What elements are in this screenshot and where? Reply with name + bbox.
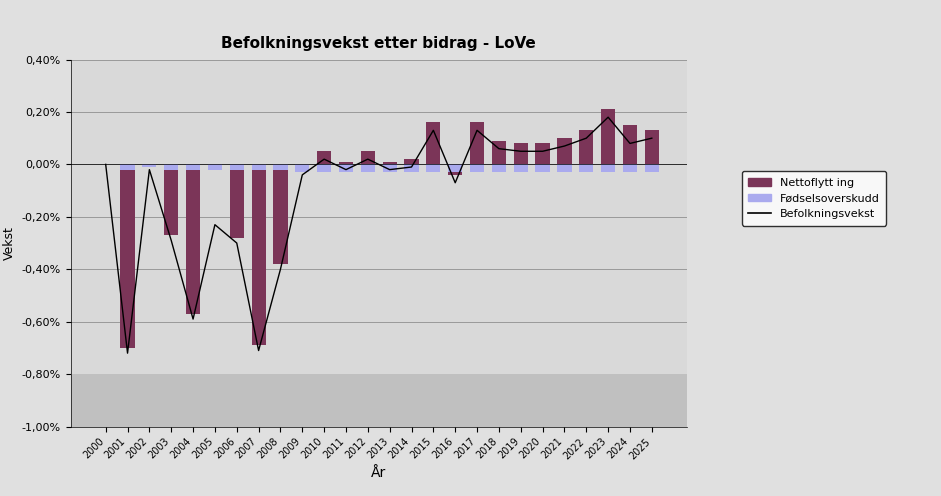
Legend: Nettoflytt ing, Fødselsoverskudd, Befolkningsvekst: Nettoflytt ing, Fødselsoverskudd, Befolk… bbox=[742, 171, 886, 226]
Bar bbox=[142, 164, 156, 167]
Bar bbox=[317, 151, 331, 164]
Bar bbox=[557, 164, 571, 172]
Bar bbox=[186, 164, 200, 170]
Bar bbox=[426, 123, 440, 164]
Bar bbox=[492, 164, 506, 172]
Bar bbox=[164, 164, 179, 235]
Bar bbox=[623, 125, 637, 164]
Bar bbox=[470, 123, 485, 164]
Bar bbox=[71, 374, 687, 427]
Bar bbox=[360, 151, 375, 164]
Bar bbox=[426, 164, 440, 172]
Bar bbox=[448, 164, 462, 175]
Bar bbox=[448, 164, 462, 172]
Bar bbox=[120, 164, 135, 348]
Title: Befolkningsvekst etter bidrag - LoVe: Befolkningsvekst etter bidrag - LoVe bbox=[221, 36, 536, 52]
Bar bbox=[164, 164, 179, 170]
Bar bbox=[514, 164, 528, 172]
Bar bbox=[230, 164, 244, 170]
Bar bbox=[514, 143, 528, 164]
Bar bbox=[186, 164, 200, 314]
Bar bbox=[405, 159, 419, 164]
Bar bbox=[339, 164, 353, 172]
Bar bbox=[405, 164, 419, 172]
Bar bbox=[251, 164, 265, 170]
Bar bbox=[383, 164, 397, 172]
Bar bbox=[535, 143, 550, 164]
Bar bbox=[120, 164, 135, 170]
Bar bbox=[645, 164, 659, 172]
Bar bbox=[623, 164, 637, 172]
Bar bbox=[579, 130, 594, 164]
Bar bbox=[251, 164, 265, 345]
Bar bbox=[360, 164, 375, 172]
Bar bbox=[645, 130, 659, 164]
Bar bbox=[383, 162, 397, 164]
Bar bbox=[557, 138, 571, 164]
Bar bbox=[273, 164, 288, 170]
Bar bbox=[492, 141, 506, 164]
Bar bbox=[208, 164, 222, 170]
Bar bbox=[230, 164, 244, 238]
Bar bbox=[601, 109, 615, 164]
X-axis label: År: År bbox=[371, 467, 387, 481]
Bar bbox=[601, 164, 615, 172]
Bar bbox=[317, 164, 331, 172]
Bar bbox=[273, 164, 288, 264]
Y-axis label: Vekst: Vekst bbox=[3, 226, 16, 260]
Bar bbox=[142, 164, 156, 167]
Bar bbox=[295, 164, 310, 167]
Bar bbox=[339, 162, 353, 164]
Bar bbox=[470, 164, 485, 172]
Bar bbox=[208, 164, 222, 167]
Bar bbox=[535, 164, 550, 172]
Bar bbox=[579, 164, 594, 172]
Bar bbox=[295, 164, 310, 172]
